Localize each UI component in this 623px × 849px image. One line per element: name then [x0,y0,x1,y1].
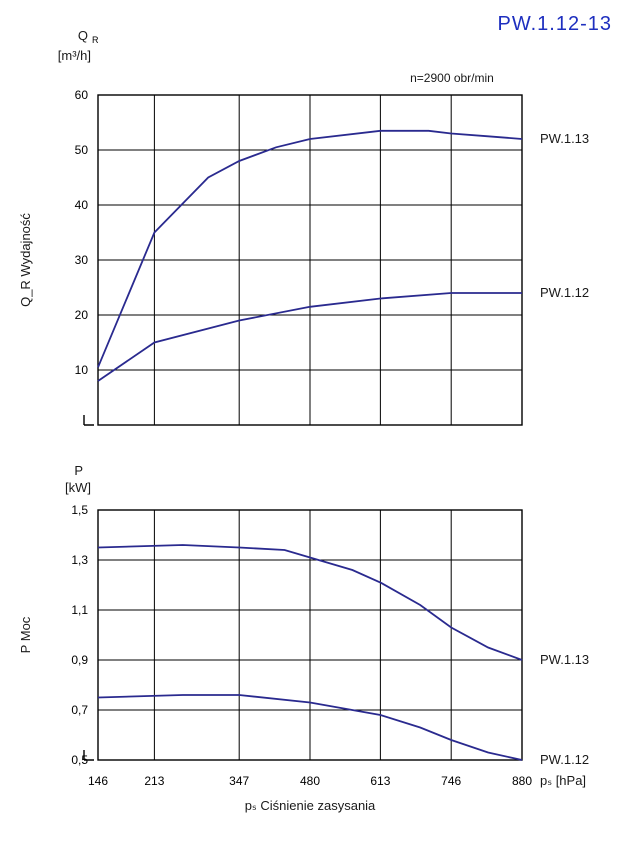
series-label: PW.1.13 [540,652,589,667]
top-ytick: 40 [75,198,89,212]
bot-ytick: 0,5 [71,753,88,767]
bot-grid-vertical [98,510,522,760]
x-tick: 347 [229,774,249,788]
bot-ytick: 1,1 [71,603,88,617]
series-label: PW.1.13 [540,131,589,146]
bot-ytick: 1,3 [71,553,88,567]
series-label: PW.1.12 [540,285,589,300]
top-y-symbol: Q [78,28,88,43]
top-side-title: Q_R Wydajność [18,213,33,307]
doc-title: PW.1.12-13 [497,13,612,35]
x-tick: 213 [144,774,164,788]
x-tick: 880 [512,774,532,788]
svg-text:R: R [92,35,99,45]
x-tick: 146 [88,774,108,788]
top-ytick: 10 [75,363,89,377]
top-y-unit: [m³/h] [58,48,91,63]
top-ytick: 50 [75,143,89,157]
x-title: pₛ Ciśnienie zasysania [245,798,376,813]
bot-y-unit: [kW] [65,480,91,495]
x-unit: pₛ [hPa] [540,773,586,788]
bot-ytick: 0,7 [71,703,88,717]
pump-curves-figure: PW.1.12-13 n=2900 obr/min QR[m³/h] 10 20 30 40… [0,0,623,849]
x-tick: 613 [370,774,390,788]
bot-y-symbol: P [74,463,83,478]
bot-ytick: 1,5 [71,503,88,517]
top-ytick: 60 [75,88,89,102]
x-tick: 480 [300,774,320,788]
bot-side-title: P Moc [18,616,33,653]
series-label: PW.1.12 [540,752,589,767]
bot-ytick: 0,9 [71,653,88,667]
top-ytick: 30 [75,253,89,267]
x-tick: 746 [441,774,461,788]
top-ytick: 20 [75,308,89,322]
rpm-note: n=2900 obr/min [410,71,494,85]
